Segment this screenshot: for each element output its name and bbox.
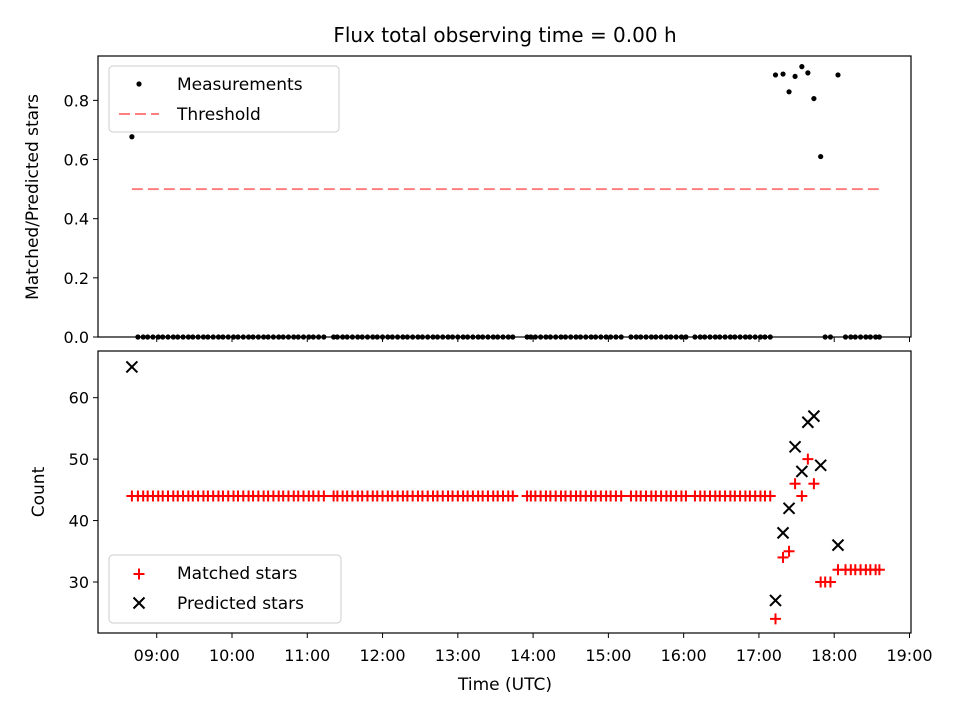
- y-axis-ticks-top: 0.0 0.2 0.4 0.6 0.8: [64, 91, 98, 347]
- x-axis-label: Time (UTC): [457, 675, 552, 695]
- x-tick-label: 17:00: [736, 646, 782, 665]
- x-axis-ticks-top: [156, 337, 910, 342]
- matched-point: [808, 478, 820, 490]
- measurement-point: [792, 73, 798, 80]
- matched-points: [126, 453, 885, 625]
- matched-point: [796, 490, 808, 502]
- legend-bottom: Matched stars Predicted stars: [108, 554, 342, 624]
- y-tick-label: 0.0: [64, 328, 89, 347]
- matched-point: [783, 545, 795, 557]
- matched-point: [824, 576, 836, 588]
- x-tick-label: 15:00: [585, 646, 631, 665]
- x-tick-label: 10:00: [209, 646, 255, 665]
- y-tick-label: 50: [69, 450, 89, 469]
- legend-top: Measurements Threshold: [108, 65, 340, 133]
- legend-measurements-label: Measurements: [177, 75, 303, 95]
- legend-matched-label: Matched stars: [177, 564, 297, 584]
- y-tick-label: 40: [69, 512, 89, 531]
- axes-frame-bottom: [97, 350, 912, 634]
- measurement-point: [805, 70, 811, 76]
- y-tick-label: 0.2: [64, 269, 89, 288]
- legend-bottom-box: [108, 554, 342, 624]
- legend-matched-marker: [133, 568, 145, 580]
- measurement-point: [799, 64, 805, 70]
- x-axis-ticks-bottom: 09:00 10:00 11:00 12:00 13:00 14:00 15:00 16:00…: [134, 633, 933, 665]
- y-axis-label-bottom: Count: [29, 466, 49, 517]
- matched-point: [615, 490, 627, 502]
- panel-counts: 30 40 50 60 09:00 10:00 11:00 12:00 13:00 14:00 1…: [29, 350, 933, 695]
- y-tick-label: 0.8: [64, 91, 89, 110]
- predicted-point: [769, 594, 782, 607]
- predicted-point: [776, 526, 790, 540]
- matched-point: [777, 551, 789, 563]
- y-tick-label: 0.6: [64, 151, 89, 170]
- measurement-point: [835, 72, 841, 78]
- panel-ratio: 0.00.20.40.60.8 Matched/Predicted stars …: [23, 55, 912, 347]
- measurement-point: [772, 72, 779, 78]
- legend-measurements-marker: [136, 81, 142, 87]
- measurement-point: [780, 71, 786, 77]
- y-tick-label: 60: [69, 389, 89, 408]
- legend-threshold-label: Threshold: [176, 105, 261, 125]
- predicted-point: [831, 538, 845, 552]
- x-tick-label: 12:00: [359, 646, 405, 665]
- x-tick-label: 11:00: [284, 646, 330, 665]
- matched-point: [507, 490, 519, 502]
- matched-point: [789, 478, 801, 490]
- legend-predicted-marker: [132, 596, 146, 610]
- matched-point: [770, 613, 781, 625]
- matched-point: [873, 564, 885, 576]
- y-axis-label-top: Matched/Predicted stars: [23, 94, 43, 300]
- measurement-point: [818, 153, 824, 160]
- y-tick-label: 30: [69, 573, 89, 592]
- predicted-point: [788, 440, 802, 454]
- chart-title: Flux total observing time = 0.00 h: [333, 23, 676, 47]
- x-tick-label: 16:00: [661, 646, 707, 665]
- predicted-point: [807, 409, 821, 423]
- measurement-point: [129, 134, 135, 140]
- measurement-point: [786, 89, 792, 95]
- predicted-point: [814, 459, 827, 472]
- matched-point: [318, 490, 330, 502]
- legend-predicted-label: Predicted stars: [177, 594, 304, 614]
- predicted-point: [125, 360, 139, 374]
- y-tick-label: 0.4: [64, 210, 89, 229]
- measurement-point: [811, 95, 817, 102]
- x-tick-label: 18:00: [811, 646, 857, 665]
- matched-point: [802, 453, 814, 465]
- y-axis-ticks-bottom: 30 40 50 60: [69, 389, 98, 592]
- x-tick-label: 19:00: [886, 646, 932, 665]
- matched-point: [764, 490, 776, 502]
- x-tick-label: 13:00: [435, 646, 481, 665]
- predicted-point: [782, 502, 796, 515]
- legend-top-box: [108, 65, 340, 133]
- x-tick-label: 09:00: [134, 646, 180, 665]
- predicted-points: [125, 360, 845, 607]
- predicted-point: [795, 465, 809, 478]
- axes-frame-top: [97, 55, 912, 338]
- x-tick-label: 14:00: [510, 646, 556, 665]
